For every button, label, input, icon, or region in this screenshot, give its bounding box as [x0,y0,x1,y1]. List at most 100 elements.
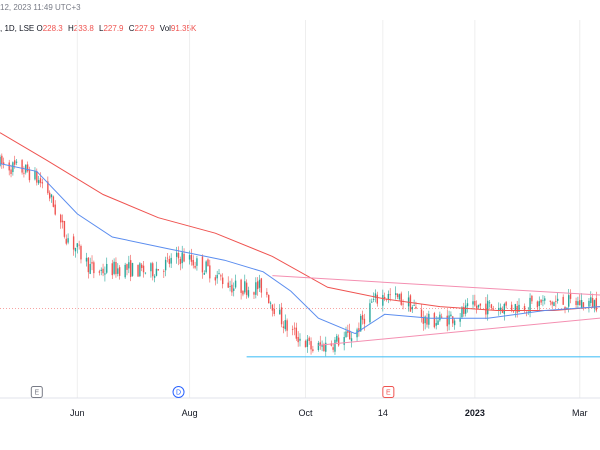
candle [106,257,108,275]
short-ma-line [0,163,600,335]
candle [141,262,143,272]
candle [505,301,507,309]
ohlc-close-value: 227.9 [134,24,155,33]
candle [266,288,268,298]
candle [549,300,552,306]
candle [2,157,5,169]
candle [398,293,401,301]
candle [115,257,117,278]
candle [253,291,255,300]
candle [433,311,436,329]
candle [168,255,171,268]
candle [490,303,493,311]
candle [463,302,465,317]
candle [89,257,91,275]
candle [356,327,358,341]
candle [209,259,211,283]
candle [540,299,542,305]
event-marker-0[interactable]: E [30,386,43,398]
ohlc-high-key: H [67,24,74,33]
candle [308,336,310,345]
candle [334,336,336,355]
candle [34,167,36,181]
candle [118,265,121,280]
ohlc-high-value: 233.8 [73,24,94,33]
x-tick-2023: 2023 [465,408,485,418]
candle [376,291,379,307]
candle [139,261,141,278]
long-ma-line [0,132,600,311]
ohlc-volume-value: 91.35K [170,24,197,33]
candle [453,318,456,330]
candle [280,302,283,328]
candle [21,159,23,175]
candle [531,294,533,304]
candle [525,311,528,317]
candle [91,255,93,271]
candle [487,294,489,321]
candle [227,276,229,289]
candle [319,335,321,350]
candle [310,337,312,355]
candle [312,345,314,353]
candle [580,293,583,309]
candle [102,263,104,277]
candle [60,213,62,229]
event-marker-1[interactable]: D [172,386,185,398]
candle [273,303,275,317]
candle [332,343,334,353]
candle [369,299,371,324]
candle [41,178,44,189]
candle [279,304,281,315]
candle [317,340,320,352]
candle [582,302,585,311]
candle [8,159,10,176]
ohlc-close-key: C [128,24,135,33]
candle [579,294,581,306]
candle [255,277,257,299]
grid-layer [76,20,581,398]
candle [1,153,3,169]
candle [529,293,531,318]
candle [216,270,218,284]
candle [111,259,113,280]
candle [269,301,272,309]
trendlines [272,275,600,346]
candle [87,257,90,279]
event-marker-2[interactable]: E [382,386,395,398]
candle [170,253,172,268]
candle [142,260,145,278]
candle [231,278,233,296]
x-tick-oct: Oct [299,408,314,418]
candle [286,318,288,337]
candle [498,302,500,316]
candle [350,332,353,348]
candle [153,274,156,283]
candle [459,312,461,327]
candle [475,300,478,314]
candle [177,246,180,266]
event-letter: E [34,390,39,397]
candle [291,325,294,336]
candle [100,267,102,276]
candle [76,243,79,254]
candle [78,240,80,250]
candle [569,289,572,304]
candle [245,279,248,299]
candle [536,300,539,311]
candle [371,298,373,303]
candle [325,336,327,357]
candle [247,286,250,299]
candle [48,190,51,202]
candle [402,299,404,310]
candle [181,245,183,269]
candle [551,300,553,309]
candle [260,277,263,298]
candle [268,294,270,304]
chart-timestamp: 12, 2023 11:49 UTC+3 [0,3,81,12]
candle [293,322,296,336]
candle [358,322,360,337]
